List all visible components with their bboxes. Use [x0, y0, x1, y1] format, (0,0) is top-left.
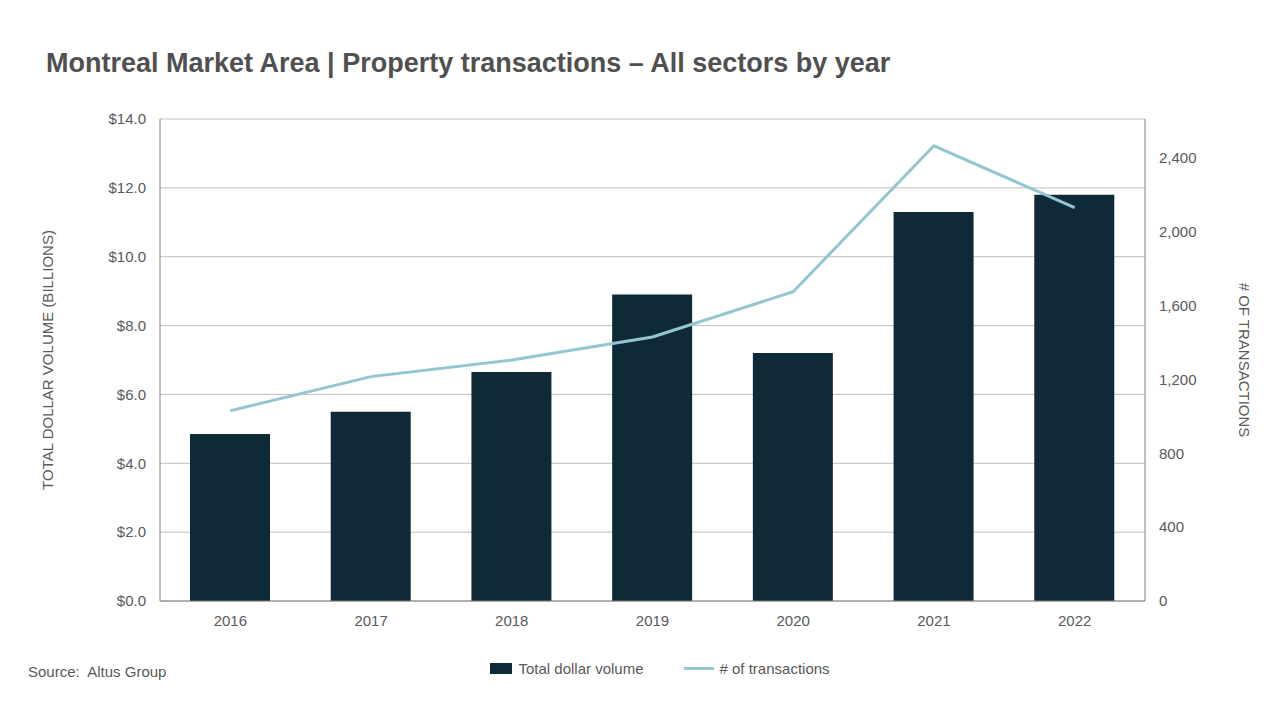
- html-text:Source: Altus Group: Source: Altus Group: [28, 663, 167, 680]
- html-text:Total dollar volume: Total dollar volume: [518, 660, 644, 677]
- svg-text:$6.0: $6.0: [117, 386, 146, 403]
- svg-text:0: 0: [1159, 592, 1167, 609]
- svg-text:2,400: 2,400: [1159, 149, 1197, 166]
- svg-text:$4.0: $4.0: [117, 455, 146, 472]
- svg-text:2018: 2018: [495, 612, 528, 629]
- svg-text:$14.0: $14.0: [108, 110, 146, 127]
- svg-text:TOTAL DOLLAR VOLUME (BILLIONS): TOTAL DOLLAR VOLUME (BILLIONS): [39, 230, 56, 490]
- svg-text:2021: 2021: [917, 612, 950, 629]
- svg-text:$8.0: $8.0: [117, 317, 146, 334]
- svg-text:2,000: 2,000: [1159, 223, 1197, 240]
- svg-text:400: 400: [1159, 518, 1184, 535]
- svg-text:2016: 2016: [214, 612, 247, 629]
- svg-text:$2.0: $2.0: [117, 523, 146, 540]
- svg-text:800: 800: [1159, 445, 1184, 462]
- svg-text:2020: 2020: [777, 612, 810, 629]
- html-text:# of transactions: # of transactions: [719, 660, 830, 677]
- svg-text:2017: 2017: [354, 612, 387, 629]
- svg-text:2022: 2022: [1058, 612, 1091, 629]
- svg-text:2019: 2019: [636, 612, 669, 629]
- svg-text:$10.0: $10.0: [108, 248, 146, 265]
- svg-text:1,600: 1,600: [1159, 297, 1197, 314]
- svg-text:1,200: 1,200: [1159, 371, 1197, 388]
- html-text:Montreal Market Area | Propert: Montreal Market Area | Property transact…: [46, 48, 891, 78]
- svg-text:$0.0: $0.0: [117, 592, 146, 609]
- svg-text:# OF TRANSACTIONS: # OF TRANSACTIONS: [1236, 283, 1253, 438]
- svg-text:$12.0: $12.0: [108, 179, 146, 196]
